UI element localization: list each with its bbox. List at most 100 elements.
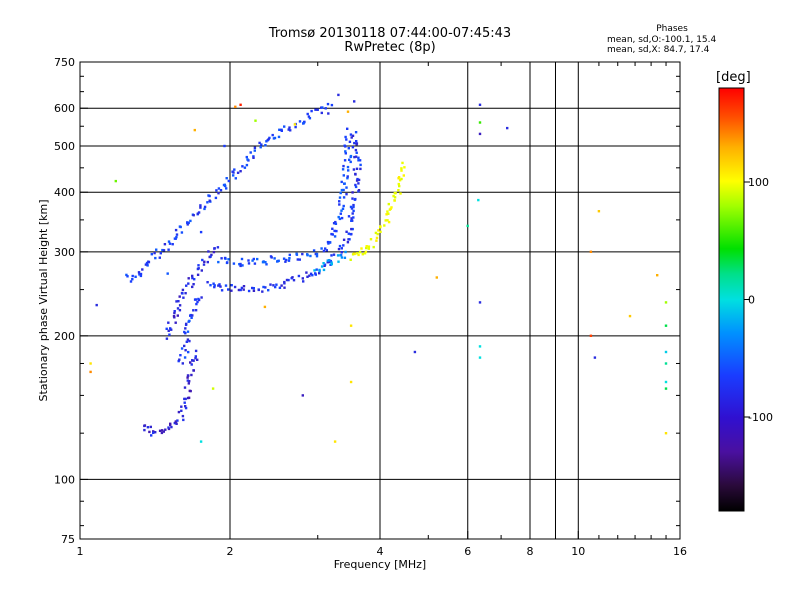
data-point — [341, 207, 345, 210]
data-point — [234, 177, 237, 180]
data-point — [169, 327, 172, 330]
data-point — [191, 276, 194, 280]
data-point — [307, 115, 311, 118]
data-point — [301, 277, 304, 280]
data-point — [148, 430, 151, 434]
chart-subtitle: RwPretec (8p) — [344, 40, 436, 55]
data-point — [340, 247, 343, 250]
data-point — [308, 274, 311, 277]
data-point — [478, 121, 482, 124]
data-point — [375, 236, 379, 240]
data-point — [196, 358, 199, 361]
chart-title: Tromsø 20130118 07:44:00-07:45:43 — [268, 26, 512, 41]
data-point — [188, 339, 191, 343]
data-point — [240, 257, 244, 261]
colorbar — [718, 87, 745, 512]
data-point — [337, 93, 340, 97]
data-point — [342, 204, 345, 208]
data-point — [181, 362, 184, 365]
data-point — [239, 288, 242, 292]
data-point — [160, 431, 164, 435]
data-point — [397, 182, 400, 186]
data-point — [352, 252, 356, 255]
data-point — [344, 135, 347, 139]
data-point — [478, 356, 482, 359]
data-point — [152, 431, 155, 434]
data-point — [287, 259, 291, 262]
data-point — [377, 229, 380, 232]
data-point — [325, 249, 328, 252]
data-point — [179, 225, 182, 229]
data-point — [280, 128, 283, 131]
data-point — [285, 278, 289, 282]
data-point — [194, 357, 197, 360]
data-point — [352, 168, 356, 171]
data-point — [375, 239, 378, 242]
colorbar-tick-label: -100 — [748, 411, 773, 424]
data-point — [338, 244, 342, 248]
data-point — [283, 125, 286, 128]
data-point — [324, 247, 327, 250]
colorbar-ticks: 100 0 -100 — [744, 176, 773, 424]
data-point — [263, 305, 267, 309]
data-point — [220, 257, 223, 260]
data-point — [183, 356, 187, 359]
data-point — [403, 166, 406, 169]
data-point — [359, 167, 362, 171]
data-point — [310, 109, 313, 113]
data-point — [349, 233, 353, 236]
data-point — [351, 146, 355, 149]
data-point — [342, 244, 345, 247]
data-point — [340, 188, 344, 192]
data-point — [153, 251, 156, 255]
data-point — [184, 292, 187, 295]
data-point — [247, 289, 251, 293]
data-point — [139, 272, 143, 276]
data-point — [184, 327, 187, 330]
data-point — [357, 189, 361, 192]
data-point — [213, 285, 216, 289]
data-point — [284, 260, 287, 263]
data-point — [322, 262, 325, 265]
data-point — [328, 259, 331, 262]
data-point — [314, 272, 317, 275]
data-point — [326, 102, 330, 106]
data-point — [367, 245, 371, 248]
data-point — [315, 268, 318, 271]
data-point — [192, 214, 195, 217]
data-point — [271, 133, 274, 137]
data-point — [226, 261, 229, 264]
data-point — [343, 182, 346, 185]
data-point — [342, 188, 345, 192]
data-point — [167, 321, 170, 324]
data-point — [197, 297, 200, 301]
data-point — [386, 210, 389, 213]
data-point — [353, 198, 357, 201]
data-point — [202, 263, 206, 266]
data-point — [241, 165, 244, 168]
data-point — [334, 220, 337, 224]
data-point — [338, 203, 341, 206]
data-point — [327, 242, 330, 245]
data-point — [340, 209, 343, 212]
data-point — [186, 376, 189, 379]
data-point — [347, 232, 350, 235]
data-point — [191, 274, 194, 278]
data-point — [173, 237, 177, 240]
data-point — [194, 349, 198, 353]
data-point — [245, 155, 248, 159]
x-tick-label: 1 — [77, 545, 84, 558]
data-point — [280, 284, 283, 287]
data-point — [206, 201, 209, 204]
data-point — [174, 321, 177, 324]
data-point — [242, 285, 246, 288]
data-point — [339, 254, 342, 257]
data-point — [283, 286, 286, 289]
data-point — [329, 263, 332, 266]
data-point — [306, 112, 309, 116]
x-axis-label: Frequency [MHz] — [334, 558, 426, 571]
data-point — [313, 269, 316, 272]
data-point — [232, 262, 236, 265]
data-point — [399, 192, 402, 195]
data-point — [346, 127, 349, 130]
